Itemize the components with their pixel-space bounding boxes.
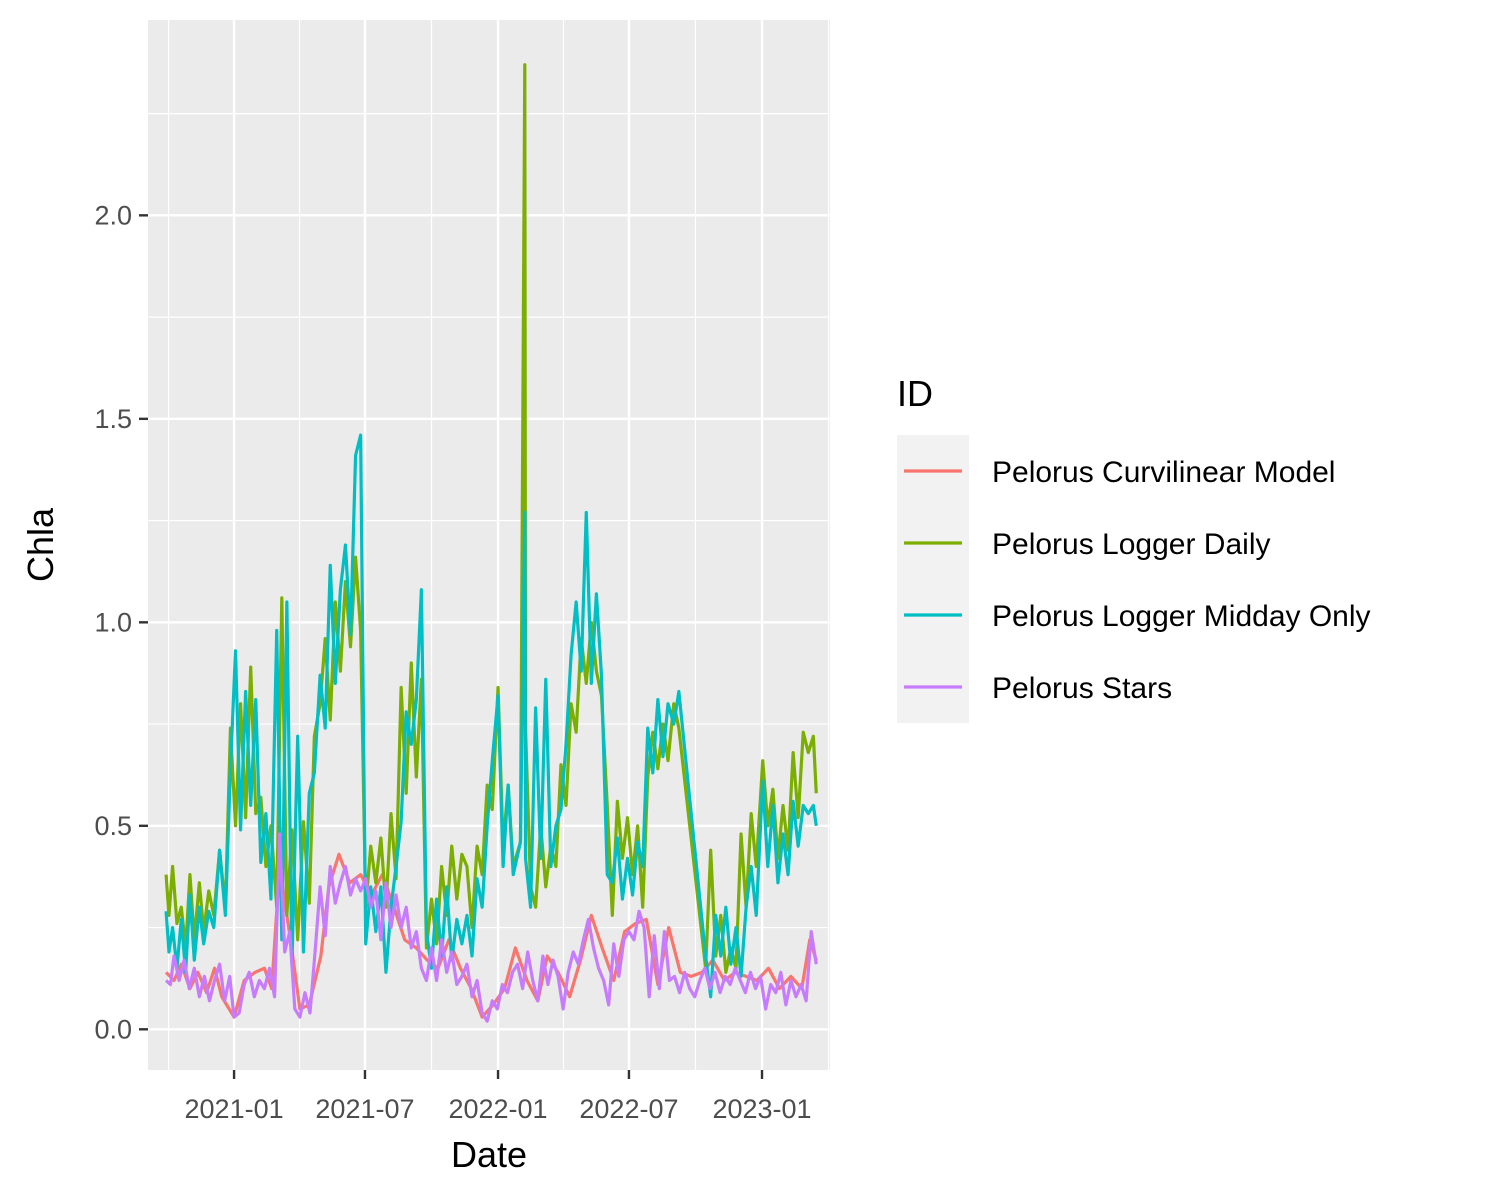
x-tick-label: 2022-01 <box>448 1094 547 1124</box>
plot-panel <box>148 20 830 1070</box>
x-axis-title: Date <box>451 1134 527 1175</box>
x-tick-label: 2022-07 <box>579 1094 678 1124</box>
series-lines <box>164 63 818 1023</box>
legend-key-background <box>897 435 969 723</box>
major-gridlines <box>148 20 830 1070</box>
x-tick-label: 2021-01 <box>185 1094 284 1124</box>
y-tick-label: 2.0 <box>94 200 132 230</box>
series-line-pelorus-stars <box>164 832 818 1023</box>
legend-items: Pelorus Curvilinear Model Pelorus Logger … <box>904 456 1371 705</box>
y-tick-label: 0.0 <box>94 1014 132 1044</box>
y-tick-label: 0.5 <box>94 811 132 841</box>
x-axis: 2021-01 2021-07 2022-01 2022-07 2023-01 <box>185 1070 812 1124</box>
legend-label-pelorus-logger-daily: Pelorus Logger Daily <box>992 528 1270 561</box>
minor-gridlines <box>148 20 830 1070</box>
legend-label-pelorus-logger-midday-only: Pelorus Logger Midday Only <box>992 600 1371 633</box>
y-tick-label: 1.5 <box>94 404 132 434</box>
series-line-pelorus-logger-daily <box>164 63 818 974</box>
y-tick-label: 1.0 <box>94 607 132 637</box>
legend-label-pelorus-stars: Pelorus Stars <box>992 672 1172 705</box>
legend-title: ID <box>897 373 933 414</box>
x-tick-label: 2023-01 <box>712 1094 811 1124</box>
x-tick-label: 2021-07 <box>315 1094 414 1124</box>
legend-label-pelorus-curvilinear-model: Pelorus Curvilinear Model <box>992 456 1335 489</box>
y-axis-title: Chla <box>20 507 61 582</box>
legend: ID Pelorus Curvilinear Model Pelorus Logg… <box>897 373 1371 723</box>
y-axis: 0.0 0.5 1.0 1.5 2.0 <box>94 200 148 1044</box>
